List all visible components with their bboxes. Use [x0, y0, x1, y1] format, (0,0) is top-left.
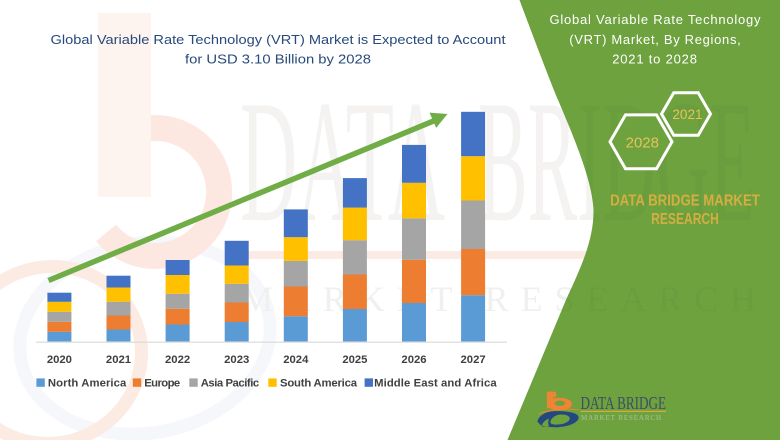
svg-text:2021 to 2028: 2021 to 2028 [612, 52, 698, 67]
svg-text:DATA BRIDGE MARKET: DATA BRIDGE MARKET [610, 192, 760, 209]
svg-text:2020: 2020 [47, 354, 72, 366]
svg-text:South America: South America [280, 378, 358, 390]
svg-text:Asia Pacific: Asia Pacific [201, 378, 260, 390]
svg-text:2024: 2024 [283, 354, 309, 366]
svg-text:RESEARCH: RESEARCH [651, 211, 719, 228]
svg-text:2021: 2021 [106, 354, 131, 366]
svg-text:Global Variable Rate Technolog: Global Variable Rate Technology (VRT) Ma… [51, 32, 507, 47]
svg-text:for USD 3.10 Billion by 2028: for USD 3.10 Billion by 2028 [185, 51, 371, 66]
svg-text:2025: 2025 [342, 354, 367, 366]
svg-text:DATA BRIDGE: DATA BRIDGE [581, 393, 667, 413]
svg-text:Europe: Europe [144, 378, 180, 390]
svg-text:2023: 2023 [224, 354, 249, 366]
svg-text:2022: 2022 [165, 354, 190, 366]
svg-text:2026: 2026 [401, 354, 426, 366]
svg-text:North America: North America [48, 378, 127, 390]
svg-text:2021: 2021 [672, 107, 702, 122]
svg-text:2028: 2028 [626, 135, 659, 152]
svg-text:(VRT) Market, By Regions,: (VRT) Market, By Regions, [569, 32, 741, 47]
svg-text:MARKET RESEARCH: MARKET RESEARCH [581, 414, 661, 422]
svg-text:Middle East and Africa: Middle East and Africa [374, 378, 497, 390]
svg-text:2027: 2027 [461, 354, 486, 366]
svg-text:Global Variable Rate Technolog: Global Variable Rate Technology [550, 12, 762, 27]
